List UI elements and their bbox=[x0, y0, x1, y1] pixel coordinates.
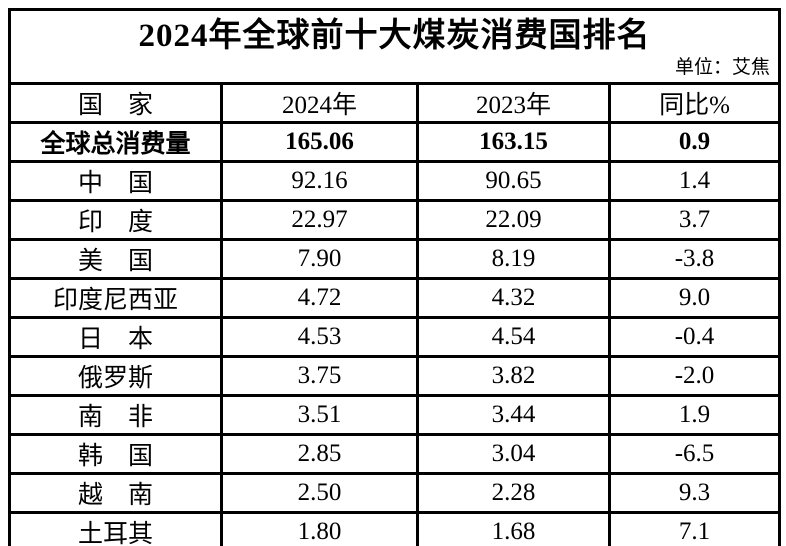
table-row-usa: 美 国 7.90 8.19 -3.8 bbox=[8, 238, 781, 280]
cell-2024: 3.51 bbox=[220, 394, 419, 436]
title-row: 2024年全球前十大煤炭消费国排名 单位：艾焦 bbox=[8, 8, 781, 85]
cell-2023: 1.68 bbox=[416, 511, 611, 546]
cell-country: 印 度 bbox=[8, 199, 223, 241]
cell-country: 韩 国 bbox=[8, 433, 223, 475]
header-yoy: 同比% bbox=[608, 82, 781, 124]
cell-country: 全球总消费量 bbox=[8, 121, 223, 163]
cell-yoy: 9.0 bbox=[608, 277, 781, 319]
table-row-vietnam: 越 南 2.50 2.28 9.3 bbox=[8, 472, 781, 514]
cell-yoy: -2.0 bbox=[608, 355, 781, 397]
table-row-south-africa: 南 非 3.51 3.44 1.9 bbox=[8, 394, 781, 436]
cell-2023: 4.54 bbox=[416, 316, 611, 358]
cell-2023: 3.04 bbox=[416, 433, 611, 475]
cell-2023: 2.28 bbox=[416, 472, 611, 514]
cell-yoy: 0.9 bbox=[608, 121, 781, 163]
cell-country: 越 南 bbox=[8, 472, 223, 514]
cell-2023: 8.19 bbox=[416, 238, 611, 280]
cell-2024: 22.97 bbox=[220, 199, 419, 241]
cell-yoy: -6.5 bbox=[608, 433, 781, 475]
coal-consumption-table: 2024年全球前十大煤炭消费国排名 单位：艾焦 国 家 2024年 2023年 … bbox=[8, 8, 781, 546]
cell-country: 南 非 bbox=[8, 394, 223, 436]
table-row-india: 印 度 22.97 22.09 3.7 bbox=[8, 199, 781, 241]
header-2024: 2024年 bbox=[220, 82, 419, 124]
cell-2023: 163.15 bbox=[416, 121, 611, 163]
cell-2024: 7.90 bbox=[220, 238, 419, 280]
table-header-row: 国 家 2024年 2023年 同比% bbox=[8, 82, 781, 124]
cell-2024: 1.80 bbox=[220, 511, 419, 546]
cell-yoy: 1.4 bbox=[608, 160, 781, 202]
cell-2024: 4.72 bbox=[220, 277, 419, 319]
cell-yoy: -0.4 bbox=[608, 316, 781, 358]
cell-2023: 4.32 bbox=[416, 277, 611, 319]
header-country: 国 家 bbox=[8, 82, 223, 124]
cell-country: 俄罗斯 bbox=[8, 355, 223, 397]
cell-yoy: 9.3 bbox=[608, 472, 781, 514]
cell-2023: 3.82 bbox=[416, 355, 611, 397]
cell-2024: 2.50 bbox=[220, 472, 419, 514]
cell-2024: 4.53 bbox=[220, 316, 419, 358]
cell-2023: 90.65 bbox=[416, 160, 611, 202]
table-row-japan: 日 本 4.53 4.54 -0.4 bbox=[8, 316, 781, 358]
page-title: 2024年全球前十大煤炭消费国排名 bbox=[138, 17, 651, 54]
cell-country: 印度尼西亚 bbox=[8, 277, 223, 319]
cell-yoy: 7.1 bbox=[608, 511, 781, 546]
cell-2024: 2.85 bbox=[220, 433, 419, 475]
table-row-total: 全球总消费量 165.06 163.15 0.9 bbox=[8, 121, 781, 163]
unit-note: 单位：艾焦 bbox=[674, 57, 770, 79]
table-row-turkey: 土耳其 1.80 1.68 7.1 bbox=[8, 511, 781, 546]
cell-yoy: -3.8 bbox=[608, 238, 781, 280]
header-2023: 2023年 bbox=[416, 82, 611, 124]
title-cell: 2024年全球前十大煤炭消费国排名 单位：艾焦 bbox=[8, 8, 781, 85]
cell-2024: 92.16 bbox=[220, 160, 419, 202]
cell-country: 土耳其 bbox=[8, 511, 223, 546]
table-row-south-korea: 韩 国 2.85 3.04 -6.5 bbox=[8, 433, 781, 475]
cell-2024: 3.75 bbox=[220, 355, 419, 397]
table-row-russia: 俄罗斯 3.75 3.82 -2.0 bbox=[8, 355, 781, 397]
table-row-china: 中 国 92.16 90.65 1.4 bbox=[8, 160, 781, 202]
cell-2023: 22.09 bbox=[416, 199, 611, 241]
cell-yoy: 1.9 bbox=[608, 394, 781, 436]
cell-country: 中 国 bbox=[8, 160, 223, 202]
cell-country: 美 国 bbox=[8, 238, 223, 280]
cell-2023: 3.44 bbox=[416, 394, 611, 436]
cell-country: 日 本 bbox=[8, 316, 223, 358]
cell-yoy: 3.7 bbox=[608, 199, 781, 241]
table-row-indonesia: 印度尼西亚 4.72 4.32 9.0 bbox=[8, 277, 781, 319]
cell-2024: 165.06 bbox=[220, 121, 419, 163]
